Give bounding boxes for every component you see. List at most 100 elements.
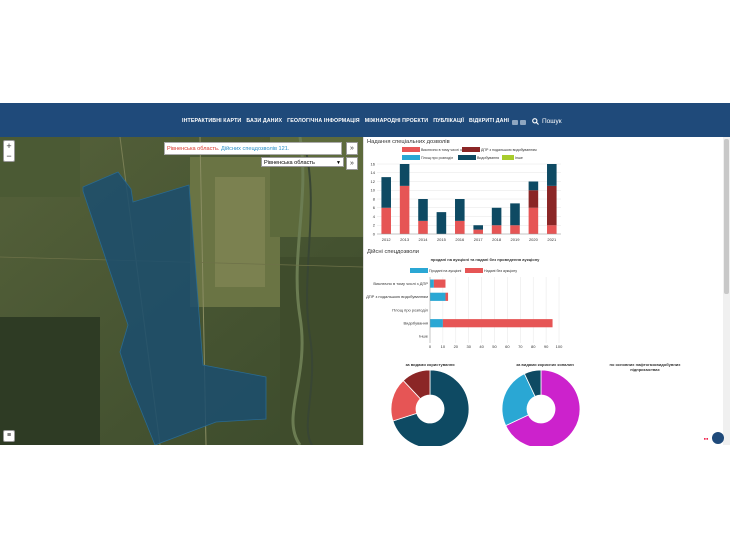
region-info-box: Рівненська область. Дійсних спецдозволів… bbox=[164, 142, 342, 155]
nav-item-interactive-maps[interactable]: ІНТЕРАКТИВНІ КАРТИ bbox=[182, 118, 242, 124]
donut-chart-usage-types bbox=[390, 370, 470, 446]
bar-segment bbox=[547, 225, 557, 234]
x-tick-label: 100 bbox=[556, 344, 563, 349]
stacked-bar-chart-licences: 0 2 4 6 8 10 12 14 16 2012 2013 2014 2015 2016 2017 201… bbox=[371, 161, 561, 242]
bar-segment bbox=[491, 225, 502, 234]
bar-segment bbox=[510, 225, 520, 234]
bar-segment bbox=[442, 319, 553, 328]
licensed-area-polygon[interactable] bbox=[82, 171, 267, 445]
x-tick-label: 2020 bbox=[529, 237, 539, 242]
y-tick-label: 2 bbox=[373, 223, 376, 228]
legend-label: ДПР з подальшою видобуванням bbox=[481, 147, 537, 152]
x-tick-label: 2021 bbox=[547, 237, 557, 242]
legend-label: Продані на аукціоні bbox=[429, 268, 462, 273]
expand-region-button[interactable]: » bbox=[346, 157, 358, 170]
y-tick-label: Площ про розподіл bbox=[392, 307, 428, 312]
chart2-title: продані на аукціоні та надані без провед… bbox=[430, 257, 540, 262]
scroll-top-button[interactable] bbox=[712, 432, 724, 444]
y-tick-label: Видобування bbox=[403, 321, 428, 326]
x-tick-label: 2014 bbox=[419, 237, 429, 242]
legend-swatch bbox=[402, 147, 420, 152]
region-select-value: Рівненська область bbox=[264, 160, 315, 166]
y-tick-label: 12 bbox=[371, 179, 376, 184]
bar-segment bbox=[430, 319, 443, 328]
scrollbar-thumb[interactable] bbox=[724, 139, 729, 294]
y-tick-label: 4 bbox=[373, 214, 376, 219]
region-select[interactable]: Рівненська область ▼ bbox=[261, 157, 344, 167]
legend-label: Надані без аукціону bbox=[484, 268, 518, 273]
legend-swatch bbox=[458, 155, 476, 160]
panel-scrollbar[interactable] bbox=[723, 137, 730, 445]
bar-segment bbox=[528, 181, 539, 191]
cookie-logo[interactable]: ●● bbox=[700, 436, 712, 444]
expand-info-button[interactable]: » bbox=[346, 142, 358, 155]
y-tick-label: 8 bbox=[373, 196, 376, 201]
nav-item-databases[interactable]: БАЗИ ДАНИХ bbox=[246, 118, 283, 124]
x-tick-label: 2017 bbox=[474, 237, 484, 242]
x-tick-label: 70 bbox=[518, 344, 523, 349]
bar-segment bbox=[399, 185, 410, 234]
x-tick-label: 2019 bbox=[511, 237, 521, 242]
chart1-legend-4: Видобування bbox=[458, 155, 499, 160]
y-tick-label: 14 bbox=[371, 170, 376, 175]
bar-segment bbox=[433, 279, 446, 288]
site-header bbox=[0, 103, 730, 137]
donut-slice bbox=[505, 370, 581, 446]
chevron-down-icon: ▼ bbox=[336, 160, 341, 166]
chart2-legend-2: Надані без аукціону bbox=[465, 268, 517, 273]
bar-segment bbox=[528, 207, 539, 234]
donut-slice bbox=[523, 370, 542, 397]
zoom-in-button[interactable]: + bbox=[6, 141, 12, 151]
y-tick-label: 0 bbox=[373, 231, 376, 236]
legend-swatch bbox=[462, 147, 480, 152]
chart2-heading: Дійсні спецдозволи bbox=[367, 249, 419, 255]
legend-label: Виключно в тому числі з ДПР bbox=[421, 147, 471, 152]
donut-slice bbox=[402, 370, 431, 400]
x-tick-label: 2012 bbox=[382, 237, 392, 242]
chart1-legend-5: Інше bbox=[502, 155, 523, 160]
info-region: Рівненська область. bbox=[167, 146, 220, 152]
y-tick-label: 6 bbox=[373, 205, 376, 210]
bar-segment bbox=[381, 177, 391, 208]
x-tick-label: 2016 bbox=[455, 237, 465, 242]
layers-button[interactable]: ≡ bbox=[3, 430, 15, 442]
donut-chart-minerals bbox=[501, 370, 581, 446]
x-tick-label: 0 bbox=[429, 344, 432, 349]
bar-segment bbox=[399, 164, 410, 186]
search-button[interactable]: Пошук bbox=[532, 118, 562, 125]
x-tick-label: 2013 bbox=[400, 237, 410, 242]
main-nav: ІНТЕРАКТИВНІ КАРТИ БАЗИ ДАНИХ ГЕОЛОГІЧНА… bbox=[182, 118, 509, 124]
x-tick-label: 40 bbox=[479, 344, 484, 349]
x-tick-label: 30 bbox=[466, 344, 471, 349]
bar-segment bbox=[418, 220, 428, 234]
nav-item-publications[interactable]: ПУБЛІКАЦІЇ bbox=[433, 118, 465, 124]
legend-swatch bbox=[502, 155, 514, 160]
y-tick-label: Виключно в тому числі з ДПР bbox=[373, 281, 428, 286]
y-tick-label: Інше bbox=[419, 334, 429, 339]
bar-segment bbox=[473, 229, 483, 234]
y-tick-label: 16 bbox=[371, 161, 376, 166]
nav-item-geology-info[interactable]: ГЕОЛОГІЧНА ІНФОРМАЦІЯ bbox=[287, 118, 360, 124]
legend-swatch bbox=[402, 155, 420, 160]
facebook-icon[interactable] bbox=[520, 120, 526, 125]
bar-segment bbox=[430, 279, 434, 288]
search-icon bbox=[532, 118, 539, 125]
chart1-legend-1: Виключно в тому числі з ДПР bbox=[402, 147, 470, 152]
x-tick-label: 90 bbox=[544, 344, 549, 349]
map-view[interactable]: + − Рівненська область. Дійсних спецдозв… bbox=[0, 137, 363, 445]
bar-segment bbox=[491, 207, 502, 226]
bar-segment bbox=[436, 212, 447, 234]
nav-item-open-data[interactable]: ВІДКРИТІ ДАНІ bbox=[469, 118, 510, 124]
legend-label: Інше bbox=[515, 155, 523, 160]
bar-segment bbox=[547, 164, 557, 186]
info-licence-count: Дійсних спецдозволів 121. bbox=[221, 146, 290, 152]
x-tick-label: 2018 bbox=[492, 237, 502, 242]
y-tick-label: ДПР з подальшою видобуванням bbox=[366, 294, 428, 299]
zoom-out-button[interactable]: − bbox=[6, 151, 12, 161]
legend-label: Видобування bbox=[477, 155, 500, 160]
youtube-icon[interactable] bbox=[512, 120, 518, 125]
search-label: Пошук bbox=[542, 118, 562, 125]
bar-segment bbox=[455, 199, 465, 221]
bar-segment bbox=[381, 207, 391, 234]
nav-item-international-projects[interactable]: МІЖНАРОДНІ ПРОЕКТИ bbox=[364, 118, 429, 124]
